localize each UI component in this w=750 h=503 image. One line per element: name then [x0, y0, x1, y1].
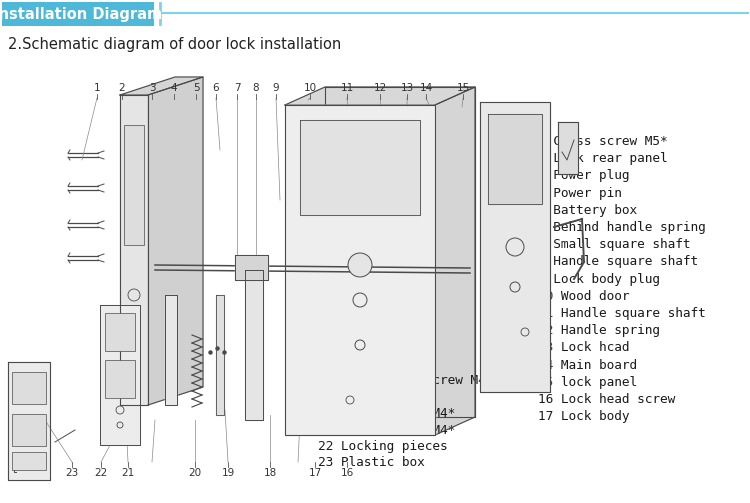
- Polygon shape: [148, 77, 203, 405]
- Bar: [12, 452, 46, 470]
- Polygon shape: [235, 255, 268, 280]
- Text: 8 Handle square shaft: 8 Handle square shaft: [538, 256, 698, 269]
- Bar: [105, 313, 135, 351]
- Text: 7 Small square shaft: 7 Small square shaft: [538, 238, 691, 251]
- Circle shape: [348, 253, 372, 277]
- Text: 6: 6: [213, 83, 219, 93]
- Text: 12: 12: [374, 83, 387, 93]
- Text: 6 Behind handle spring: 6 Behind handle spring: [538, 221, 706, 234]
- Text: 23: 23: [65, 468, 79, 478]
- Bar: [124, 125, 144, 245]
- Text: 14 Main board: 14 Main board: [538, 359, 637, 372]
- Text: 12 Handle spring: 12 Handle spring: [538, 324, 660, 337]
- Text: 17 Lock body: 17 Lock body: [538, 410, 629, 423]
- Polygon shape: [100, 305, 140, 445]
- Text: 23 Plastic box: 23 Plastic box: [318, 457, 424, 469]
- Text: 14: 14: [419, 83, 433, 93]
- Text: 15 lock panel: 15 lock panel: [538, 376, 637, 389]
- Text: 7: 7: [234, 83, 240, 93]
- Polygon shape: [285, 87, 475, 105]
- Text: 3 Power plug: 3 Power plug: [538, 170, 629, 183]
- Text: 22 Locking pieces: 22 Locking pieces: [318, 440, 448, 453]
- Text: 21 Cross screw M4*: 21 Cross screw M4*: [318, 424, 455, 437]
- Text: 22: 22: [94, 468, 108, 478]
- Polygon shape: [216, 295, 224, 415]
- Text: 1: 1: [94, 83, 100, 93]
- Text: 2 Lock rear panel: 2 Lock rear panel: [538, 152, 668, 165]
- Polygon shape: [300, 120, 420, 215]
- Text: 17: 17: [308, 468, 322, 478]
- Text: 2.Schematic diagram of door lock installation: 2.Schematic diagram of door lock install…: [8, 37, 341, 51]
- Polygon shape: [245, 270, 263, 420]
- Polygon shape: [558, 122, 578, 174]
- Text: 11: 11: [340, 83, 354, 93]
- Text: 13 Lock hcad: 13 Lock hcad: [538, 342, 629, 355]
- Text: 10: 10: [304, 83, 316, 93]
- Bar: [2, 2, 154, 26]
- Text: 5: 5: [193, 83, 200, 93]
- Polygon shape: [165, 295, 177, 405]
- Text: 16: 16: [340, 468, 354, 478]
- Polygon shape: [435, 87, 475, 435]
- Bar: [105, 360, 135, 398]
- Polygon shape: [480, 102, 550, 392]
- Text: 18 Wood cross screw M4*25: 18 Wood cross screw M4*25: [318, 374, 509, 387]
- Text: 4 Power pin: 4 Power pin: [538, 187, 622, 200]
- Polygon shape: [120, 77, 203, 95]
- Text: 16 Lock head screw: 16 Lock head screw: [538, 393, 675, 406]
- Text: 1 Cross screw M5*: 1 Cross screw M5*: [538, 135, 668, 148]
- Text: 2: 2: [118, 83, 125, 93]
- Polygon shape: [488, 114, 542, 204]
- Text: 20: 20: [188, 468, 202, 478]
- Text: 10 Wood door: 10 Wood door: [538, 290, 629, 303]
- Text: 4: 4: [171, 83, 177, 93]
- Polygon shape: [8, 362, 50, 480]
- Text: 5 Battery box: 5 Battery box: [538, 204, 637, 217]
- Text: 3: 3: [148, 83, 155, 93]
- Text: 19 Side plate: 19 Side plate: [318, 390, 417, 403]
- Text: Installation Diagram: Installation Diagram: [0, 7, 163, 22]
- Text: 18: 18: [263, 468, 277, 478]
- Polygon shape: [325, 87, 475, 417]
- Text: 19: 19: [221, 468, 235, 478]
- Text: 8: 8: [253, 83, 260, 93]
- Text: 11 Handle square shaft: 11 Handle square shaft: [538, 307, 706, 320]
- Text: 15: 15: [456, 83, 470, 93]
- Text: 20 Cross screw M4*: 20 Cross screw M4*: [318, 407, 455, 420]
- Text: 9: 9: [273, 83, 279, 93]
- Polygon shape: [285, 105, 435, 435]
- Bar: [12, 414, 46, 446]
- Text: 13: 13: [400, 83, 414, 93]
- Polygon shape: [120, 95, 148, 405]
- Text: 9 Lock body plug: 9 Lock body plug: [538, 273, 660, 286]
- Text: 21: 21: [122, 468, 135, 478]
- Bar: [12, 372, 46, 404]
